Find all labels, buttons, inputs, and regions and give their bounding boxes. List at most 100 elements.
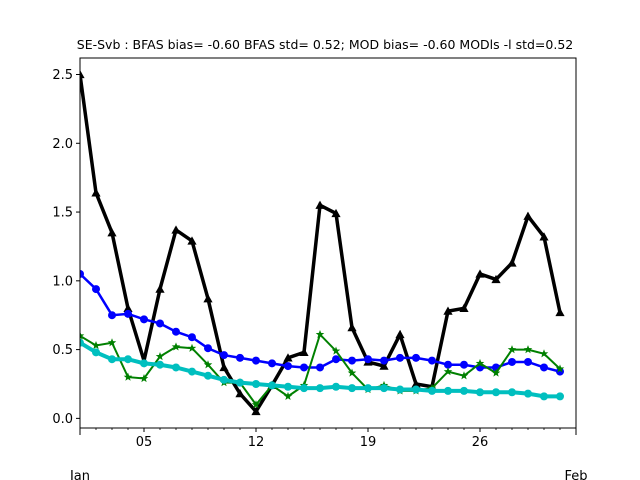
data-point bbox=[332, 382, 340, 391]
data-point bbox=[523, 211, 533, 220]
data-point bbox=[123, 372, 133, 381]
data-point bbox=[108, 355, 116, 364]
data-point bbox=[524, 389, 532, 398]
data-point bbox=[80, 331, 85, 340]
data-point bbox=[172, 363, 180, 372]
data-point bbox=[523, 345, 533, 354]
data-point bbox=[395, 329, 405, 339]
data-point bbox=[236, 353, 244, 362]
data-point bbox=[412, 353, 420, 362]
data-point bbox=[251, 406, 261, 416]
data-point bbox=[283, 391, 293, 400]
data-point bbox=[524, 357, 532, 366]
data-point bbox=[507, 345, 517, 354]
data-point bbox=[539, 232, 549, 241]
data-point bbox=[107, 228, 117, 237]
data-point bbox=[80, 269, 84, 278]
chart-title: SE-Svb : BFAS bias= -0.60 BFAS std= 0.52… bbox=[77, 37, 573, 52]
data-point bbox=[396, 353, 404, 362]
data-point bbox=[124, 309, 132, 318]
data-point bbox=[508, 357, 516, 366]
data-point bbox=[299, 347, 309, 357]
y-tick-label: 1.0 bbox=[52, 274, 73, 289]
data-point bbox=[556, 367, 564, 376]
data-point bbox=[203, 360, 213, 369]
data-point bbox=[443, 367, 453, 376]
data-point bbox=[412, 385, 420, 394]
data-point bbox=[396, 385, 404, 394]
series-line bbox=[80, 74, 562, 415]
data-point bbox=[124, 355, 132, 364]
data-point bbox=[251, 400, 261, 409]
data-point bbox=[331, 208, 341, 218]
data-point bbox=[187, 236, 197, 245]
data-point bbox=[220, 375, 228, 384]
data-point bbox=[316, 384, 324, 393]
data-point bbox=[80, 69, 85, 79]
data-point bbox=[236, 378, 244, 387]
data-point bbox=[204, 371, 212, 380]
data-point bbox=[315, 200, 325, 209]
data-point bbox=[556, 392, 564, 401]
data-point bbox=[235, 389, 245, 398]
data-point bbox=[283, 353, 293, 362]
data-point bbox=[507, 258, 517, 267]
data-point bbox=[428, 356, 436, 365]
data-point bbox=[108, 311, 116, 320]
data-point bbox=[331, 346, 341, 355]
data-point bbox=[491, 368, 501, 377]
x-tick-label: 19 bbox=[360, 435, 377, 450]
data-point bbox=[428, 386, 436, 395]
data-point bbox=[347, 368, 357, 377]
data-point bbox=[411, 379, 421, 388]
data-point bbox=[268, 359, 276, 368]
data-point bbox=[459, 371, 469, 380]
data-point bbox=[92, 285, 100, 294]
data-point bbox=[188, 333, 196, 342]
data-point bbox=[156, 360, 164, 369]
x-month-label: Feb bbox=[564, 469, 587, 480]
data-point bbox=[492, 388, 500, 397]
data-point bbox=[140, 315, 148, 324]
y-tick-label: 0.0 bbox=[52, 412, 73, 427]
data-point bbox=[315, 329, 325, 339]
data-point bbox=[155, 351, 165, 361]
y-tick-label: 0.5 bbox=[52, 343, 73, 358]
data-point bbox=[475, 358, 485, 367]
data-point bbox=[220, 351, 228, 360]
data-point bbox=[380, 356, 388, 365]
data-point bbox=[204, 344, 212, 353]
data-point bbox=[380, 384, 388, 393]
data-point bbox=[444, 360, 452, 369]
plot-frame bbox=[79, 57, 577, 429]
data-point bbox=[460, 360, 468, 369]
data-point bbox=[459, 303, 469, 313]
data-point bbox=[348, 384, 356, 393]
data-point bbox=[284, 382, 292, 391]
x-tick-label: 05 bbox=[136, 435, 153, 450]
data-point bbox=[460, 386, 468, 395]
data-point bbox=[252, 356, 260, 365]
data-point bbox=[252, 379, 260, 388]
data-point bbox=[284, 362, 292, 371]
x-axis: 05 12 19 26 Jan Feb bbox=[69, 428, 588, 480]
data-point bbox=[364, 384, 372, 393]
data-point bbox=[171, 342, 181, 351]
data-point bbox=[155, 284, 165, 293]
data-point bbox=[379, 361, 389, 370]
y-tick-label: 2.0 bbox=[52, 137, 73, 152]
data-point bbox=[268, 381, 276, 390]
data-point bbox=[540, 392, 548, 401]
series-1 bbox=[80, 269, 564, 376]
y-axis: 0.0 0.5 1.0 1.5 2.0 2.5 bbox=[52, 68, 80, 427]
data-point bbox=[139, 373, 149, 383]
data-point bbox=[347, 322, 357, 332]
data-point bbox=[80, 338, 84, 347]
data-point bbox=[300, 363, 308, 372]
data-point bbox=[539, 349, 549, 358]
data-point bbox=[508, 388, 516, 397]
data-point bbox=[332, 355, 340, 364]
data-point bbox=[156, 319, 164, 328]
data-point bbox=[316, 363, 324, 372]
